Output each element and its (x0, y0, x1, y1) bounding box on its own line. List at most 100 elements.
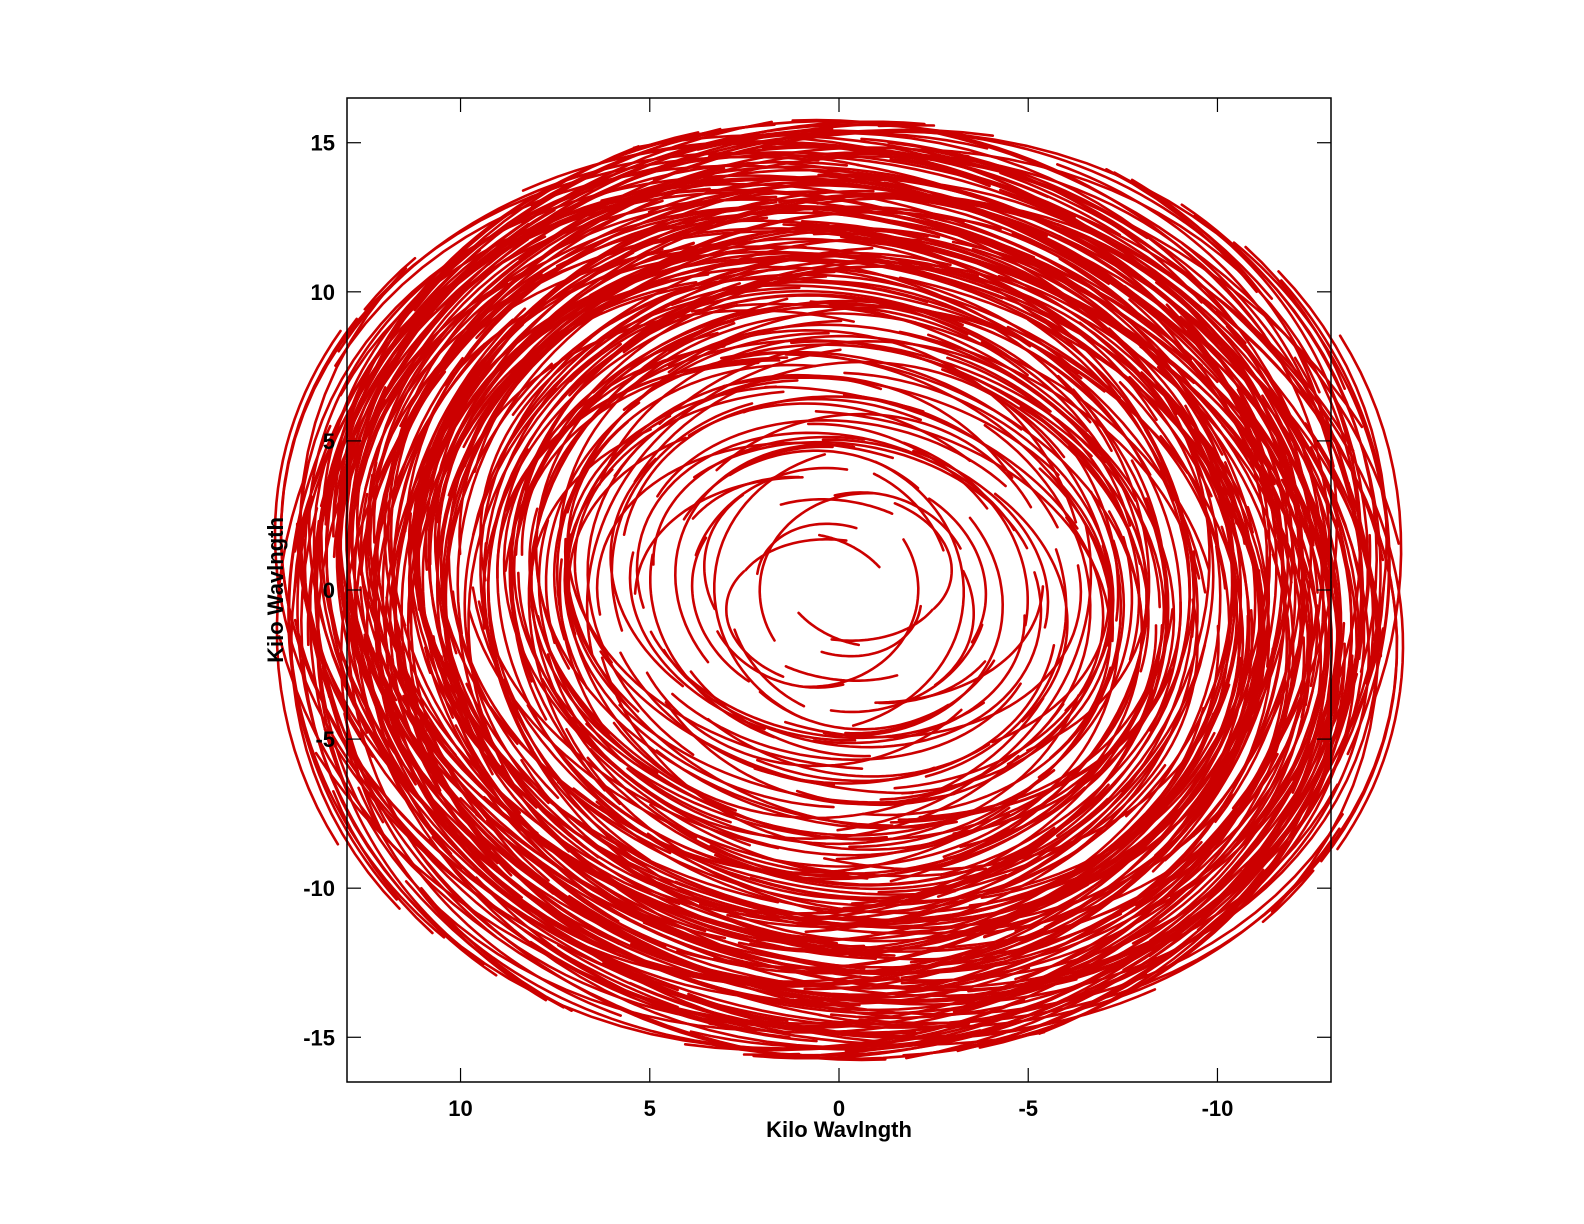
x-tick-label: 5 (644, 1096, 656, 1121)
uv-track (1186, 328, 1287, 782)
y-tick-label: -15 (303, 1025, 335, 1050)
uv-track (764, 385, 1079, 530)
uv-track (1022, 624, 1220, 896)
uv-track (1056, 163, 1335, 468)
uv-track (544, 401, 641, 645)
y-tick-label: -10 (303, 876, 335, 901)
uv-track (633, 476, 804, 595)
uv-track (433, 906, 970, 1051)
uv-track (433, 248, 748, 745)
uv-track (1037, 535, 1134, 779)
uv-track (1006, 325, 1227, 590)
uv-track (316, 322, 757, 1032)
uv-track (404, 868, 1265, 1035)
uv-track (752, 638, 1344, 1060)
uv-track (848, 490, 1122, 849)
uv-track (1215, 502, 1285, 782)
uv-track (486, 342, 622, 718)
uv-track (499, 765, 769, 946)
uv-tracks (273, 118, 1405, 1062)
uv-track (694, 466, 849, 557)
uv-track (591, 301, 1016, 394)
uv-track (364, 230, 1196, 490)
uv-track (379, 710, 1344, 1016)
uv-track (314, 751, 1046, 1047)
uv-track (557, 666, 708, 805)
uv-track (720, 151, 1355, 452)
uv-track (1056, 223, 1297, 823)
uv-track (437, 264, 690, 557)
uv-track (803, 538, 920, 689)
uv-track (440, 655, 628, 919)
uv-track (887, 141, 1375, 676)
uv-track (323, 728, 958, 1029)
uv-track (830, 608, 934, 642)
uv-track (346, 351, 982, 1049)
uv-track (797, 611, 860, 647)
uv-track (760, 645, 1120, 868)
uv-track (909, 234, 1179, 415)
y-tick-label: -5 (315, 727, 335, 752)
uv-track (713, 453, 827, 720)
uv-track (500, 259, 892, 457)
uv-track (475, 797, 1247, 969)
uv-track (1050, 261, 1238, 525)
uv-track (839, 235, 1251, 684)
y-tick-label: 0 (323, 578, 335, 603)
uv-track (502, 345, 726, 782)
uv-track (456, 228, 929, 635)
uv-track (424, 216, 769, 571)
uv-track (529, 428, 659, 775)
uv-track (393, 398, 463, 678)
uv-track (742, 395, 925, 414)
x-tick-label: -5 (1018, 1096, 1038, 1121)
uv-track (628, 551, 766, 731)
uv-track (758, 491, 875, 642)
uv-track (655, 749, 1056, 830)
uv-track (628, 914, 1191, 1034)
uv-track (334, 164, 1299, 470)
uv-track (458, 284, 656, 556)
uv-track (412, 442, 780, 904)
uv-track (933, 569, 975, 687)
uv-track (858, 309, 1399, 1025)
uv-track (898, 276, 1266, 738)
uv-track (1026, 318, 1199, 876)
uv-track (566, 420, 864, 770)
uv-track (952, 398, 1176, 835)
uv-track (786, 723, 1178, 921)
uv-track (967, 654, 1354, 993)
uv-track (968, 371, 1261, 907)
uv-track (749, 545, 1222, 952)
uv-track (673, 443, 856, 664)
uv-track (671, 682, 1022, 762)
uv-track (363, 141, 1077, 311)
uv-track (633, 360, 1066, 483)
y-tick-label: 5 (323, 429, 335, 454)
uv-track (851, 460, 965, 727)
uv-track (812, 614, 1026, 745)
uv-track (599, 650, 914, 795)
uv-track (622, 397, 922, 536)
uv-track (495, 356, 789, 579)
uv-track (889, 601, 1183, 824)
uv-track (375, 698, 651, 966)
uv-track (632, 133, 1364, 429)
uv-track (431, 211, 1203, 383)
x-tick-label: 10 (448, 1096, 472, 1121)
uv-track (595, 441, 894, 616)
uv-track (504, 309, 772, 572)
uv-track (970, 375, 1121, 514)
uv-track (413, 145, 1274, 312)
uv-track (353, 178, 691, 744)
uv-track (334, 120, 926, 542)
uv-track (575, 772, 850, 877)
uv-track (906, 608, 1174, 871)
uv-track (744, 538, 848, 572)
uv-track (991, 472, 1111, 744)
x-axis-label: Kilo Wavlngth (766, 1117, 912, 1142)
uv-track (415, 200, 778, 587)
uv-track (618, 703, 956, 804)
uv-track (703, 493, 745, 611)
